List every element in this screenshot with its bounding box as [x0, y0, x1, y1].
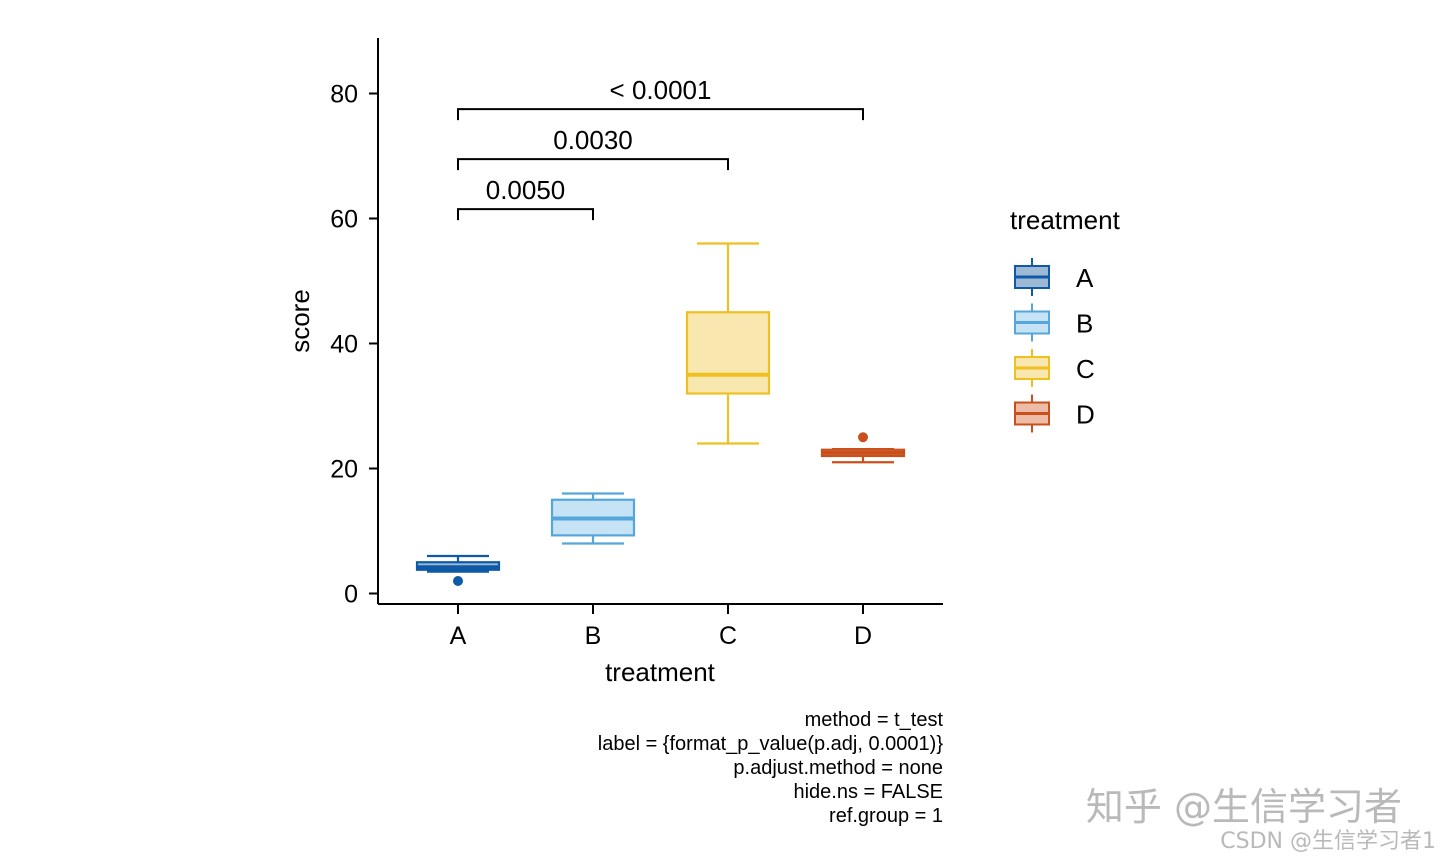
legend-label: D	[1076, 400, 1095, 430]
p-value-label: 0.0030	[553, 125, 633, 155]
x-tick-label: D	[854, 622, 872, 650]
x-tick-label: C	[719, 622, 737, 650]
legend-label: C	[1076, 354, 1095, 384]
bracket-line	[457, 158, 729, 171]
x-tick-label: A	[450, 622, 467, 650]
legend-item-a: A	[1014, 258, 1094, 296]
box-d	[820, 432, 906, 464]
y-tick-label: 0	[344, 581, 358, 609]
axes: 0 20 40 60 80 A B C D	[330, 38, 943, 650]
box-iqr	[685, 311, 771, 395]
box-c	[685, 242, 771, 445]
csdn-watermark: CSDN @生信学习者1	[1220, 829, 1436, 854]
y-axis-title: score	[285, 289, 315, 353]
outlier-point	[858, 432, 868, 443]
comparison-a-c: 0.0030	[457, 125, 729, 171]
comparison-a-d: < 0.0001	[457, 75, 864, 121]
caption-line: hide.ns = FALSE	[793, 781, 943, 803]
caption-line: method = t_test	[805, 709, 944, 731]
box-a	[415, 554, 501, 586]
legend-item-d: D	[1014, 394, 1095, 433]
zhihu-watermark: 知乎 @生信学习者	[1086, 785, 1402, 829]
comparison-brackets: 0.0050 0.0030 < 0.0001	[457, 75, 864, 221]
boxes	[415, 242, 906, 586]
x-tick-label: B	[585, 622, 602, 650]
y-tick-label: 40	[330, 331, 358, 359]
y-tick-label: 60	[330, 206, 358, 234]
caption-line: ref.group = 1	[829, 805, 943, 827]
box-b	[550, 492, 636, 545]
caption-line: p.adjust.method = none	[733, 757, 943, 779]
watermark: 知乎 @生信学习者 CSDN @生信学习者1	[1086, 785, 1436, 854]
y-tick-label: 80	[330, 81, 358, 109]
y-tick-label: 20	[330, 456, 358, 484]
caption-line: label = {format_p_value(p.adj, 0.0001)}	[598, 733, 944, 755]
p-value-label: < 0.0001	[610, 75, 712, 105]
legend-item-b: B	[1014, 303, 1093, 342]
p-value-label: 0.0050	[486, 175, 566, 205]
outlier-point	[453, 576, 463, 586]
legend-item-c: C	[1014, 349, 1095, 387]
comparison-a-b: 0.0050	[457, 175, 594, 221]
bracket-line	[457, 208, 594, 221]
x-axis-title: treatment	[605, 657, 716, 687]
legend-label: A	[1076, 263, 1094, 293]
legend-title: treatment	[1010, 205, 1121, 235]
bracket-line	[457, 108, 864, 121]
legend-label: B	[1076, 309, 1093, 339]
